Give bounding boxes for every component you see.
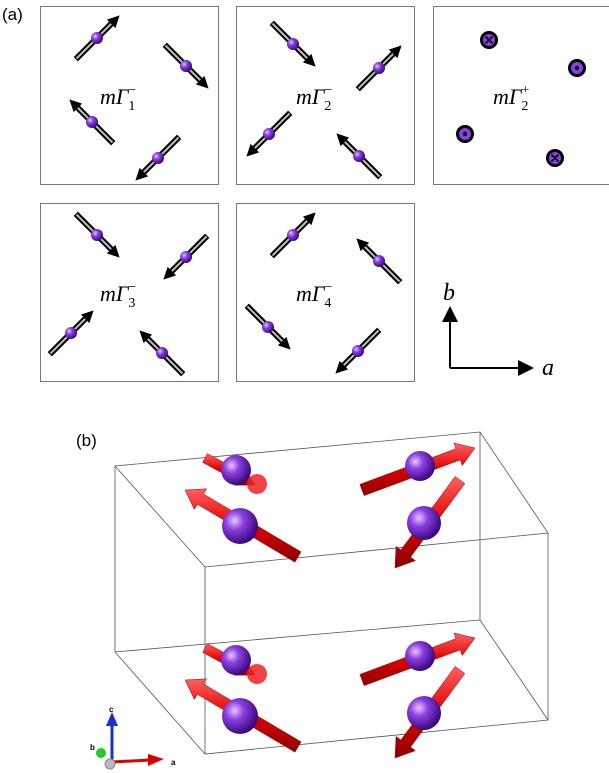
panel-title: mΓ1− [100, 83, 136, 114]
symbol: mΓ [100, 281, 130, 306]
panel-label: (a) [2, 5, 23, 24]
atom [373, 255, 385, 267]
figure: (a) mΓ1−mΓ2−mΓ2+mΓ3−mΓ4− b a (b) c b a [0, 0, 609, 773]
atom [263, 128, 275, 140]
atom [407, 506, 441, 540]
panel-title: mΓ3− [100, 280, 136, 311]
atom [91, 32, 103, 44]
atom [156, 347, 168, 359]
unit-cell [115, 432, 548, 754]
superscript: + [521, 83, 529, 98]
atom [405, 451, 435, 481]
axis-label: a [542, 355, 554, 381]
atom [287, 38, 299, 50]
atom [180, 251, 192, 263]
panel: mΓ1− [41, 7, 219, 185]
atom [262, 321, 274, 333]
atom [152, 152, 164, 164]
subscript: 1 [128, 99, 135, 114]
origin [105, 759, 115, 769]
panel-title: mΓ4− [296, 280, 332, 311]
atom [221, 645, 251, 675]
axis-c-head [106, 712, 118, 726]
symbol: mΓ [296, 281, 326, 306]
subscript: 2 [521, 99, 528, 114]
atom [86, 116, 98, 128]
atom [373, 62, 385, 74]
axis-label: b [90, 743, 95, 752]
subscript: 4 [324, 296, 331, 311]
panel: mΓ2+ [434, 7, 609, 185]
spin-dot [575, 66, 579, 70]
atom [405, 641, 435, 671]
subscript: 2 [324, 99, 331, 114]
atom [352, 345, 364, 357]
superscript: − [128, 280, 136, 295]
arrow-head [247, 664, 267, 684]
symbol: mΓ [296, 84, 326, 109]
panel: mΓ2− [237, 7, 415, 185]
atom [180, 60, 192, 72]
atom [91, 229, 103, 241]
axis-a-head [148, 754, 164, 766]
atom [353, 150, 365, 162]
superscript: − [324, 83, 332, 98]
atom [407, 696, 441, 730]
spin-dot [463, 132, 467, 136]
atom [222, 508, 258, 544]
axis-label: a [171, 758, 176, 767]
panel: mΓ4− [237, 204, 415, 382]
panel-title: mΓ2+ [493, 83, 529, 114]
subscript: 3 [128, 296, 135, 311]
axis-a [112, 760, 150, 762]
atom [65, 327, 77, 339]
atom [287, 229, 299, 241]
arrow-head [247, 474, 267, 494]
panel: mΓ3− [41, 204, 219, 382]
atom [221, 455, 251, 485]
panel-label: (b) [76, 431, 97, 450]
panel-title: mΓ2− [296, 83, 332, 114]
superscript: − [128, 83, 136, 98]
symbol: mΓ [493, 84, 523, 109]
axis-label: b [443, 280, 455, 306]
symbol: mΓ [100, 84, 130, 109]
axis-b [96, 748, 106, 758]
superscript: − [324, 280, 332, 295]
atom [222, 698, 258, 734]
axis-label: c [109, 705, 114, 714]
